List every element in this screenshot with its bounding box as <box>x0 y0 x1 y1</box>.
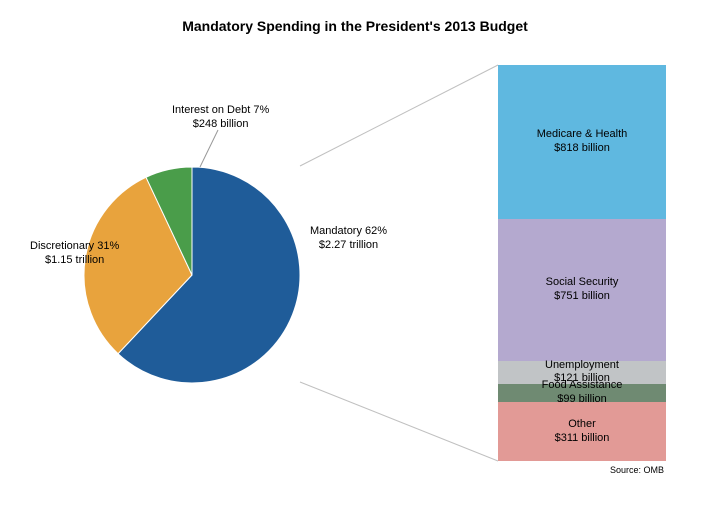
pie-label-interest: Interest on Debt 7%$248 billion <box>172 104 269 132</box>
pie-label-discretionary: Discretionary 31%$1.15 trillion <box>30 240 119 268</box>
column-seg-other: Other$311 billion <box>498 402 666 461</box>
column-seg-medicare: Medicare & Health$818 billion <box>498 65 666 219</box>
column-seg-food: Food Assistance$99 billion <box>498 384 666 403</box>
pie-label-mandatory: Mandatory 62%$2.27 trillion <box>310 225 387 253</box>
breakdown-column: Medicare & Health$818 billionSocial Secu… <box>498 65 666 461</box>
column-seg-ss: Social Security$751 billion <box>498 219 666 361</box>
source-label: Source: OMB <box>610 465 664 475</box>
